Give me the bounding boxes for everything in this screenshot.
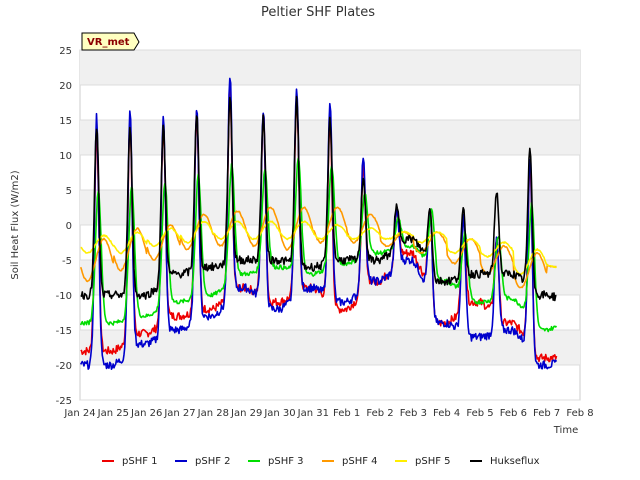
- y-tick-label: 20: [59, 81, 72, 92]
- x-tick-label: Feb 2: [366, 408, 393, 419]
- y-tick-label: 25: [59, 46, 72, 57]
- y-tick-label: -10: [56, 291, 72, 302]
- legend: pSHF 1 pSHF 2 pSHF 3 pSHF 4 pSHF 5 Hukseflux: [102, 456, 540, 467]
- x-tick-label: Jan 25: [97, 408, 129, 419]
- x-tick-label: Jan 28: [197, 408, 229, 419]
- legend-label: pSHF 1: [122, 456, 158, 467]
- x-tick-label: Jan 26: [130, 408, 162, 419]
- y-tick-label: 10: [59, 151, 72, 162]
- y-tick-label: -5: [62, 256, 72, 267]
- legend-label: pSHF 2: [195, 456, 231, 467]
- x-tick-label: Feb 5: [466, 408, 493, 419]
- y-tick-label: 0: [66, 221, 72, 232]
- x-tick-label: Jan 24: [63, 408, 95, 419]
- series-lines: [79, 77, 558, 371]
- y-axis-label: Soil Heat Flux (W/m2): [10, 170, 21, 279]
- y-tick-label: 5: [66, 186, 72, 197]
- legend-label: pSHF 3: [268, 456, 304, 467]
- grid-band: [80, 330, 580, 365]
- x-tick-label: Feb 1: [333, 408, 360, 419]
- legend-label: pSHF 4: [342, 456, 378, 467]
- x-tick-label: Jan 30: [263, 408, 295, 419]
- legend-label: pSHF 5: [415, 456, 451, 467]
- grid-band: [80, 50, 580, 85]
- series-line-pshf-3: [79, 157, 558, 333]
- x-tick-label: Jan 27: [163, 408, 195, 419]
- badge-label: VR_met: [87, 37, 130, 48]
- series-line-hukseflux: [80, 95, 557, 302]
- badge-shape: [81, 32, 140, 51]
- y-tick-label: -15: [56, 326, 72, 337]
- y-tick-label: -20: [56, 361, 72, 372]
- x-tick-label: Feb 8: [566, 408, 593, 419]
- x-tick-label: Jan 29: [230, 408, 262, 419]
- vr-met-badge: VR_met: [81, 32, 140, 51]
- x-tick-label: Feb 3: [400, 408, 427, 419]
- legend-label: Hukseflux: [490, 456, 540, 467]
- x-tick-label: Feb 4: [433, 408, 460, 419]
- x-tick-label: Feb 7: [533, 408, 560, 419]
- y-axis-ticks: -25 -20 -15 -10 -5 0 5 10 15 20 25: [56, 46, 72, 407]
- x-tick-label: Jan 31: [297, 408, 329, 419]
- chart-title: Peltier SHF Plates: [261, 5, 375, 20]
- x-tick-label: Feb 6: [500, 408, 527, 419]
- x-axis-ticks: Jan 24 Jan 25 Jan 26 Jan 27 Jan 28 Jan 29 Jan …: [63, 408, 593, 419]
- y-tick-label: -25: [56, 396, 72, 407]
- x-axis-label: Time: [553, 425, 578, 436]
- grid-band: [80, 260, 580, 295]
- y-tick-label: 15: [59, 116, 72, 127]
- grid-bands: [79, 49, 581, 401]
